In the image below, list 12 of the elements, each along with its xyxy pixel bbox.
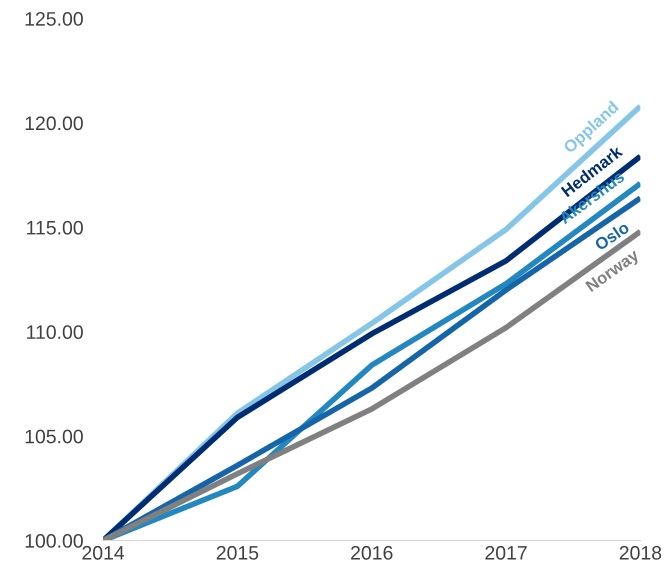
y-tick-label: 100.00 bbox=[26, 534, 83, 548]
y-tick-label: 115.00 bbox=[27, 220, 83, 235]
x-tick-label: 2014 bbox=[82, 546, 124, 560]
x-tick-label: 2017 bbox=[485, 546, 527, 560]
y-tick-label: 125.00 bbox=[26, 12, 83, 26]
text: Oslo bbox=[594, 220, 630, 251]
x-tick-label: 2016 bbox=[351, 546, 393, 560]
x-tick-label: 2018 bbox=[620, 546, 662, 560]
x-tick-label: 2015 bbox=[216, 546, 258, 560]
y-tick-label: 110.00 bbox=[27, 325, 83, 339]
y-tick-label: 120.00 bbox=[26, 116, 83, 130]
y-tick-label: 105.00 bbox=[26, 430, 83, 444]
